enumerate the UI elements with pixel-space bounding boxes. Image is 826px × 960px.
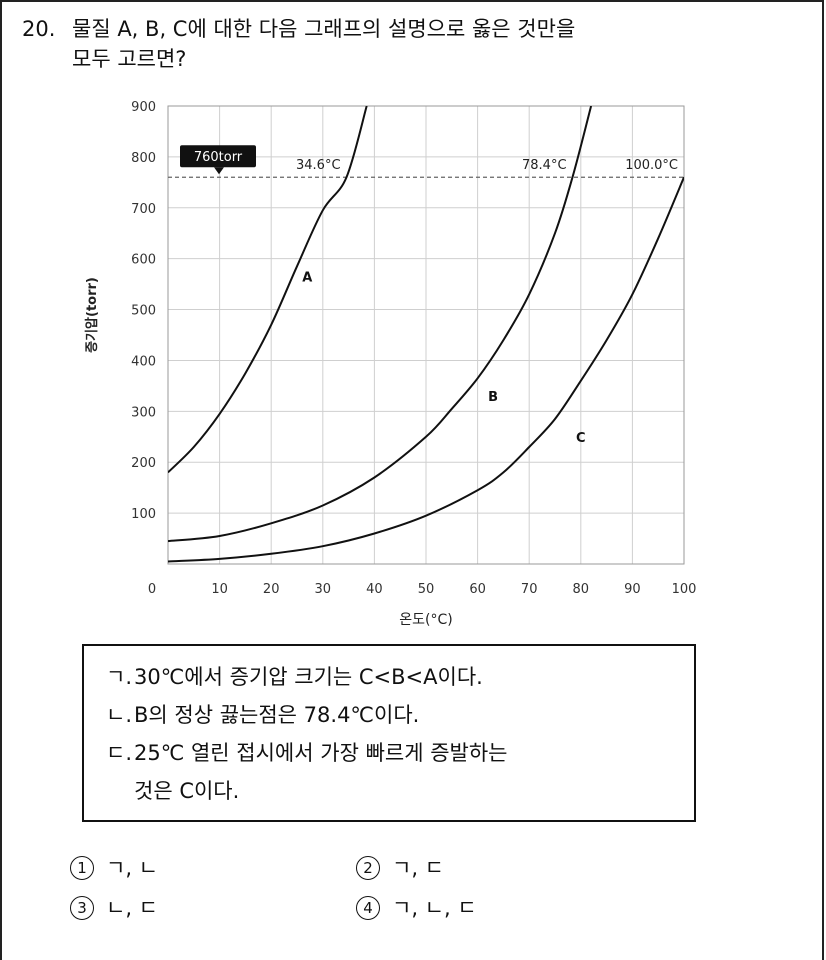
x-tick-label: 0 xyxy=(148,582,156,597)
x-tick-label: 40 xyxy=(366,582,383,597)
choice-number-circle: 2 xyxy=(356,856,380,880)
question-stem: 20. 물질 A, B, C에 대한 다음 그래프의 설명으로 옳은 것만을 모두… xyxy=(22,14,802,74)
series-label-c: C xyxy=(576,431,586,446)
reference-label: 760torr xyxy=(194,150,243,165)
series-line-c xyxy=(168,176,684,563)
y-tick-label: 300 xyxy=(131,405,156,420)
choice-number-circle: 3 xyxy=(70,896,94,920)
y-tick-label: 700 xyxy=(131,202,156,217)
x-tick-label: 10 xyxy=(211,582,228,597)
statement-mark: ㄷ. xyxy=(106,741,132,765)
x-tick-label: 50 xyxy=(418,582,435,597)
choice-number-circle: 1 xyxy=(70,856,94,880)
x-axis-label: 온도(°C) xyxy=(399,612,452,628)
y-tick-label: 900 xyxy=(131,100,156,115)
y-axis-label: 증기압(torr) xyxy=(85,277,100,353)
statement-text: 25℃ 열린 접시에서 가장 빠르게 증발하는 xyxy=(134,741,508,765)
choice-text: ㄱ, ㄴ xyxy=(106,856,158,880)
series-label-a: A xyxy=(302,271,312,286)
y-tick-label: 500 xyxy=(131,304,156,319)
x-tick-label: 100 xyxy=(672,582,697,597)
vapor-pressure-chart: 0 10 20 30 40 50 60 70 80 90 100 100 200 300 400 500 600… xyxy=(85,100,697,628)
statement-3-continued: 것은 C이다. xyxy=(134,779,240,803)
choice-text: ㄱ, ㄴ, ㄷ xyxy=(392,896,477,920)
statement-1: ㄱ.30℃에서 증기압 크기는 C<B<A이다. xyxy=(106,658,694,696)
statement-2: ㄴ.B의 정상 끓는점은 78.4℃이다. xyxy=(106,696,694,734)
choice-number-circle: 4 xyxy=(356,896,380,920)
choice-3[interactable]: 3 ㄴ, ㄷ xyxy=(70,888,158,928)
statement-text: B의 정상 끓는점은 78.4℃이다. xyxy=(134,703,420,727)
statement-mark: ㄱ. xyxy=(106,665,132,689)
boiling-point-label: 100.0°C xyxy=(625,158,678,173)
reference-label-pointer xyxy=(214,167,224,175)
choice-text: ㄱ, ㄷ xyxy=(392,856,444,880)
series-label-b: B xyxy=(488,390,498,405)
choice-1[interactable]: 1 ㄱ, ㄴ xyxy=(70,848,158,888)
series-line-a xyxy=(168,106,368,474)
x-tick-label: 60 xyxy=(469,582,486,597)
y-tick-label: 600 xyxy=(131,253,156,268)
series-line-b xyxy=(168,106,593,543)
statement-mark: ㄴ. xyxy=(106,703,132,727)
choice-text: ㄴ, ㄷ xyxy=(106,896,158,920)
choice-2[interactable]: 2 ㄱ, ㄷ xyxy=(356,848,444,888)
y-tick-label: 800 xyxy=(131,151,156,166)
y-tick-label: 400 xyxy=(131,354,156,369)
boiling-point-label: 34.6°C xyxy=(296,158,341,173)
statement-text: 30℃에서 증기압 크기는 C<B<A이다. xyxy=(134,665,483,689)
x-tick-label: 20 xyxy=(263,582,280,597)
y-tick-label: 100 xyxy=(131,507,156,522)
reference-label-box xyxy=(180,145,256,168)
x-tick-label: 30 xyxy=(315,582,332,597)
question-text-line1: 물질 A, B, C에 대한 다음 그래프의 설명으로 옳은 것만을 xyxy=(72,17,576,41)
plot-frame xyxy=(167,105,685,565)
x-tick-label: 90 xyxy=(624,582,641,597)
question-number: 20. xyxy=(22,17,56,41)
x-tick-label: 80 xyxy=(573,582,590,597)
boiling-point-label: 78.4°C xyxy=(522,158,567,173)
statement-3: ㄷ.25℃ 열린 접시에서 가장 빠르게 증발하는 xyxy=(106,734,694,772)
x-tick-label: 70 xyxy=(521,582,538,597)
question-text-line2: 모두 고르면? xyxy=(72,47,187,71)
y-tick-label: 200 xyxy=(131,456,156,471)
choice-4[interactable]: 4 ㄱ, ㄴ, ㄷ xyxy=(356,888,477,928)
statement-box: ㄱ.30℃에서 증기압 크기는 C<B<A이다. ㄴ.B의 정상 끓는점은 78… xyxy=(82,644,696,822)
